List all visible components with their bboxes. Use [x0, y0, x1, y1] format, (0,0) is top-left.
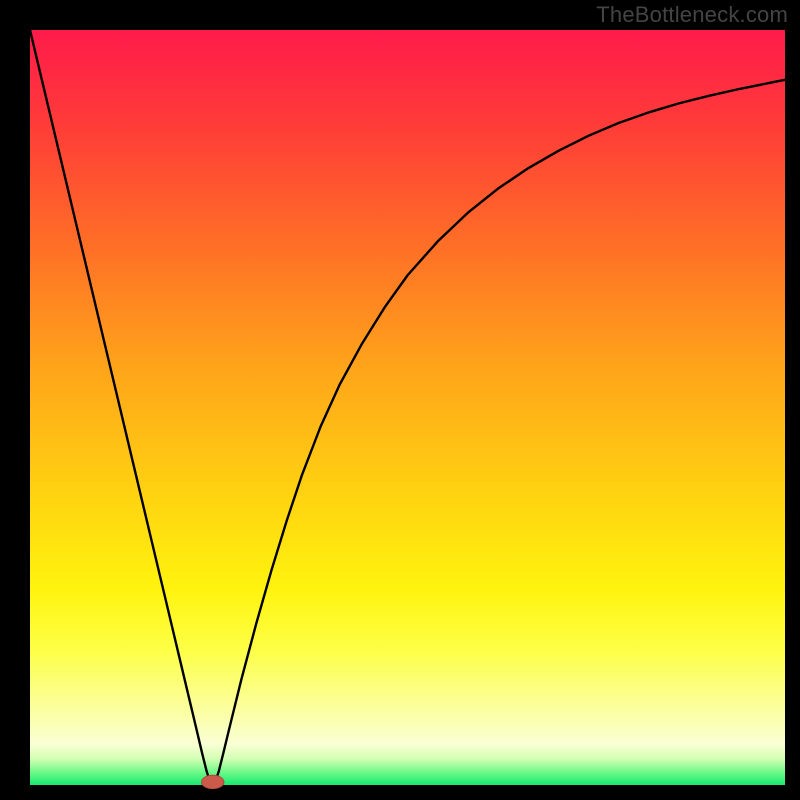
bottleneck-chart	[0, 0, 800, 800]
plot-background	[30, 30, 785, 785]
chart-container: TheBottleneck.com	[0, 0, 800, 800]
optimal-point-marker	[201, 775, 224, 789]
watermark-label: TheBottleneck.com	[596, 2, 788, 28]
